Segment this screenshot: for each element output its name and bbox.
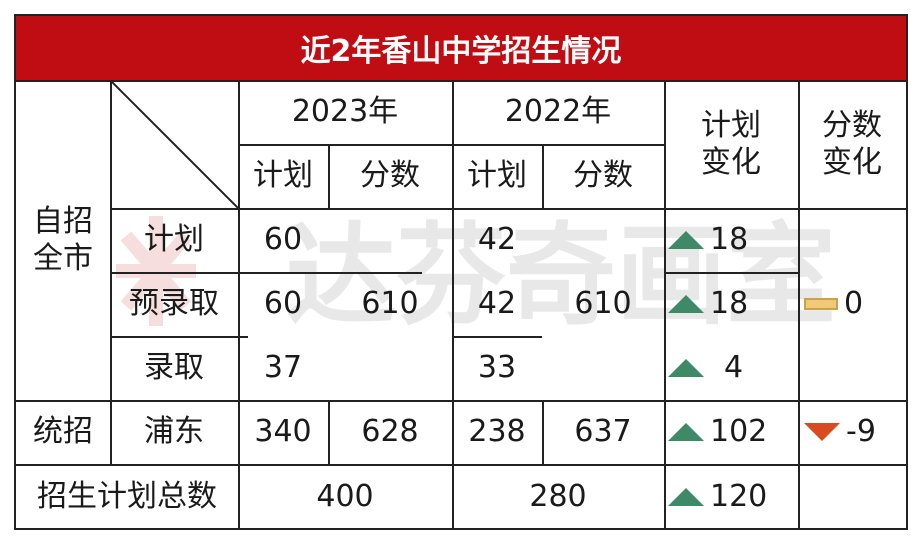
group-zizhao-label: 自招 全市	[33, 203, 93, 277]
diagonal-divider	[110, 80, 238, 208]
plan-change-pudong: 102	[664, 400, 798, 464]
cell-2022-admit: 33	[477, 350, 517, 386]
up-arrow-icon	[668, 423, 704, 441]
row-pre-admit-label: 预录取	[129, 286, 219, 322]
plan-change-header: 计划 变化	[701, 107, 761, 181]
row-pudong-label: 浦东	[144, 414, 204, 450]
score-change-pudong: -9	[798, 400, 906, 464]
admission-table: 近2年香山中学招生情况 达芬奇画室 2023年 2022年 计划 分数 计划 分…	[14, 14, 908, 530]
cell-2022-pudong-score: 637	[574, 414, 632, 450]
cell-2023-score-zizhao: 610	[361, 286, 419, 322]
score-header-2023: 分数	[360, 158, 420, 194]
cell-2022-pre-admit: 42	[477, 286, 517, 322]
year-2023-header: 2023年	[291, 94, 399, 130]
cell-2022-total: 280	[529, 479, 587, 515]
plan-change-pre-admit: 18	[664, 272, 798, 336]
cell-2022-plan: 42	[477, 222, 517, 258]
down-arrow-icon	[804, 423, 840, 441]
row-plan-label: 计划	[144, 222, 204, 258]
year-2022-header: 2022年	[504, 94, 612, 130]
cell-2023-total: 400	[316, 479, 374, 515]
row-admit-label: 录取	[144, 350, 204, 386]
cell-2023-plan: 60	[263, 222, 303, 258]
up-arrow-icon	[668, 359, 704, 377]
up-arrow-icon	[668, 295, 704, 313]
score-change-zizhao: 0	[798, 208, 906, 400]
cell-2022-score-zizhao: 610	[574, 286, 632, 322]
plan-change-total: 120	[664, 464, 798, 530]
plan-change-plan: 18	[664, 208, 798, 272]
cell-2023-admit: 37	[263, 350, 303, 386]
flat-bar-icon	[804, 298, 838, 310]
table-title: 近2年香山中学招生情况	[16, 16, 906, 80]
plan-change-admit: 4	[664, 336, 798, 400]
score-change-header: 分数 变化	[822, 107, 882, 181]
cell-2023-pre-admit: 60	[263, 286, 303, 322]
up-arrow-icon	[668, 488, 704, 506]
group-tongzhao-label: 统招	[33, 414, 93, 450]
up-arrow-icon	[668, 231, 704, 249]
cell-2023-pudong-score: 628	[361, 414, 419, 450]
plan-header-2022: 计划	[467, 158, 527, 194]
cell-2023-pudong-plan: 340	[254, 414, 312, 450]
plan-header-2023: 计划	[253, 158, 313, 194]
score-header-2022: 分数	[573, 158, 633, 194]
cell-2022-pudong-plan: 238	[468, 414, 526, 450]
total-label: 招生计划总数	[37, 479, 217, 515]
